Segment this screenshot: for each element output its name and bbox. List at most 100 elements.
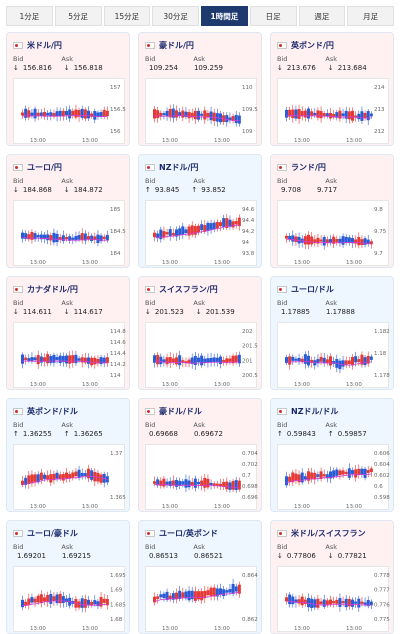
tab-6[interactable]: 週足 [298,6,346,26]
card-title: 英ポンド/ドル [13,405,78,417]
mini-chart[interactable]: 214 213 212 13:00 13:00 [277,78,389,144]
mini-chart[interactable]: 114.8 114.6 114.4 114.2 114 13:00 13:00 [13,322,126,388]
currency-card[interactable]: スイスフラン/円 Bid Ask ↓ 201.523 ↓ 201.539 202… [138,276,262,390]
tab-7[interactable]: 月足 [347,6,394,26]
currency-card[interactable]: NZドル/ドル Bid Ask ↑ 0.59843 ↑ 0.59857 0.60… [270,398,394,512]
currency-card[interactable]: 豪ドル/円 Bid Ask 109.254 109.259 110 109.5 10… [138,32,262,146]
tab-4[interactable]: 1時間足 [201,6,248,26]
y-tick-label: 114.6 [110,340,126,346]
bid-label: Bid [145,55,156,63]
mini-chart[interactable]: 0.606 0.604 0.602 0.6 0.598 13:00 13:00 [277,444,390,510]
candle-body [156,233,160,239]
pair-name[interactable]: 豪ドル/円 [159,40,194,50]
candle-body [354,356,358,363]
candle-body [285,357,288,363]
candle-body [344,236,348,243]
currency-card[interactable]: ユーロ/英ポンド Bid Ask 0.86513 0.86521 0.864 0.… [138,520,262,634]
pair-name[interactable]: カナダドル/円 [27,284,78,294]
pair-name[interactable]: スイスフラン/円 [159,284,218,294]
mini-chart[interactable]: 0.704 0.702 0.7 0.698 0.696 13:00 13:00 [145,444,258,510]
candle-body [165,110,169,117]
mini-chart[interactable]: 9.8 9.75 9.7 13:00 13:00 [277,200,389,266]
y-tick-label: 184 [110,251,121,257]
currency-card[interactable]: 米ドル/スイスフラン Bid Ask ↓ 0.77806 ↓ 0.77821 0… [270,520,394,634]
mini-chart[interactable]: 0.864 0.862 13:00 13:00 [145,566,258,632]
currency-card[interactable]: 英ポンド/円 Bid Ask ↓ 213.676 ↓ 213.684 214 21… [270,32,394,146]
ask-arrow: ↑ [63,430,70,438]
mini-chart[interactable]: 202 201.5 201 200.5 13:00 13:00 [145,322,258,388]
candle-body [228,117,232,121]
candle-body [294,599,298,603]
currency-card[interactable]: ユーロ/円 Bid Ask ↓ 184.868 ↓ 184.872 185 184… [6,154,130,268]
pair-name[interactable]: 豪ドル/ドル [159,406,202,416]
mini-chart[interactable]: 185 184.5 184 13:00 13:00 [13,200,126,266]
currency-card[interactable]: 米ドル/円 Bid Ask ↓ 156.816 ↓ 156.818 157 156… [6,32,130,146]
candle-body [159,229,163,240]
pair-name[interactable]: ユーロ/円 [27,162,62,172]
pair-name[interactable]: 英ポンド/円 [291,40,334,50]
candle-body [36,474,40,483]
candle-body [156,479,160,486]
currency-card[interactable]: ユーロ/ドル Bid Ask 1.17885 1.17888 1.182 1.18… [270,276,394,390]
price-values: ↓ 184.868 ↓ 184.872 [13,186,103,194]
mini-chart[interactable]: 110 109.5 109 13:00 13:00 [145,78,258,144]
candle-body [319,471,323,480]
bid-value: 1.36255 [22,430,52,438]
candle-body [212,112,216,121]
pair-name[interactable]: ユーロ/英ポンド [159,528,218,538]
price-labels: Bid Ask [13,55,73,63]
candle-body [83,233,87,241]
pair-name[interactable]: ランド/円 [291,162,326,172]
tab-3[interactable]: 30分足 [152,6,199,26]
currency-card[interactable]: ランド/円 Bid Ask 9.708 9.717 9.8 9.75 9.7 13:0… [270,154,394,268]
mini-chart[interactable]: 157 156.5 156 13:00 13:00 [13,78,126,144]
pair-name[interactable]: 米ドル/円 [27,40,62,50]
candle-body [222,359,226,363]
tab-2[interactable]: 15分足 [103,6,151,26]
candle-body [297,599,301,604]
bid-arrow: ↑ [13,430,19,438]
y-tick-label: 185 [110,207,121,213]
candle-body [322,357,326,364]
tab-0[interactable]: 1分足 [6,6,53,26]
currency-card[interactable]: カナダドル/円 Bid Ask ↓ 114.611 ↓ 114.617 114.… [6,276,130,390]
x-tick-label: 13:00 [30,260,46,266]
tab-5[interactable]: 日足 [249,6,297,26]
y-tick-label: 0.606 [374,451,390,457]
currency-card[interactable]: 英ポンド/ドル Bid Ask ↑ 1.36255 ↑ 1.36265 1.37… [6,398,130,512]
mini-chart[interactable]: 94.6 94.4 94.2 94 93.8 13:00 13:00 [145,200,257,266]
candle-body [105,598,109,606]
candle-body [58,474,62,479]
pair-name[interactable]: NZドル/ドル [291,406,339,416]
bid-label: Bid [145,177,156,185]
pair-name[interactable]: 英ポンド/ドル [27,406,78,416]
candle-body [297,109,301,119]
pair-name[interactable]: ユーロ/ドル [291,284,334,294]
candle-body [237,584,241,594]
pair-name[interactable]: 米ドル/スイスフラン [291,528,366,538]
tab-1[interactable]: 5分足 [54,6,102,26]
candle-body [190,590,194,600]
card-title: NZドル/ドル [277,405,338,417]
price-labels: Bid Ask [13,543,73,551]
x-tick-label: 13:00 [30,504,46,510]
candle-body [206,222,210,232]
mini-chart[interactable]: 1.695 1.69 1.685 1.68 13:00 13:00 [13,566,126,632]
x-tick-label: 13:00 [82,382,98,388]
candle-body [33,474,37,482]
x-tick-label: 13:00 [294,260,310,266]
pair-name[interactable]: ユーロ/豪ドル [27,528,78,538]
price-labels: Bid Ask [13,299,73,307]
pair-name[interactable]: NZドル/円 [159,162,199,172]
currency-card[interactable]: 豪ドル/ドル Bid Ask 0.69668 0.69672 0.704 0.70… [138,398,262,512]
currency-card[interactable]: NZドル/円 Bid Ask ↑ 93.845 ↑ 93.852 94.6 94.… [138,154,262,268]
currency-card[interactable]: ユーロ/豪ドル Bid Ask 1.69201 1.69215 1.695 1.6… [6,520,130,634]
candle-body [162,113,166,116]
mini-chart[interactable]: 1.37 1.365 13:00 13:00 [13,444,126,510]
mini-chart[interactable]: 1.182 1.18 1.178 13:00 13:00 [277,322,390,388]
candle-body [325,239,329,243]
candle-body [237,480,241,490]
mini-chart[interactable]: 0.778 0.777 0.776 0.775 13:00 13:00 [277,566,390,632]
price-labels: Bid Ask [145,543,205,551]
ask-label: Ask [61,299,74,307]
